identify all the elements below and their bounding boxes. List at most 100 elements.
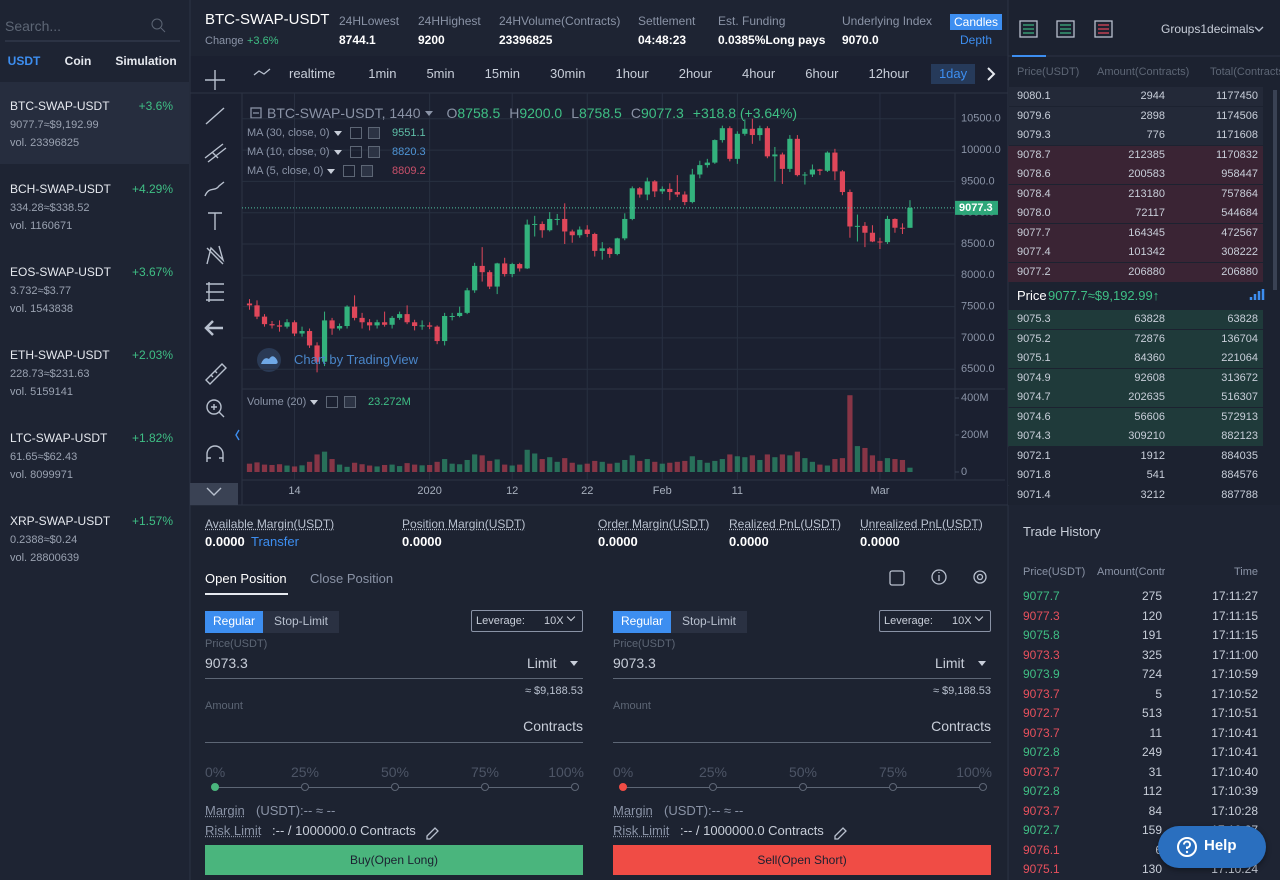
order-tab[interactable]: Stop-Limit: [671, 611, 747, 633]
calculator-icon[interactable]: [889, 570, 905, 586]
position-tab[interactable]: Open Position: [205, 571, 287, 586]
order-tab[interactable]: Stop-Limit: [263, 611, 339, 633]
study-caret[interactable]: [333, 149, 342, 155]
edit-icon[interactable]: [834, 827, 847, 840]
order-type-caret[interactable]: [570, 661, 578, 666]
measure-tool[interactable]: [205, 363, 227, 385]
price-input[interactable]: 9073.3: [613, 655, 656, 671]
back-tool[interactable]: [204, 320, 223, 336]
book-total[interactable]: 136704: [1221, 332, 1258, 345]
book-amount[interactable]: 164345: [1128, 226, 1165, 239]
order-tab[interactable]: Regular: [613, 611, 671, 633]
book-amount[interactable]: 84360: [1134, 352, 1165, 365]
book-total[interactable]: 572913: [1221, 410, 1258, 423]
book-total[interactable]: 313672: [1221, 371, 1258, 384]
slider-dot[interactable]: [571, 783, 579, 791]
order-button[interactable]: Buy(Open Long): [205, 845, 583, 875]
interval-option[interactable]: realtime: [289, 66, 336, 81]
book-price[interactable]: 9079.6: [1017, 109, 1051, 122]
book-price[interactable]: 9074.6: [1017, 410, 1051, 423]
book-price[interactable]: 9075.3: [1017, 313, 1051, 325]
book-price[interactable]: 9078.7: [1017, 148, 1051, 161]
book-total[interactable]: 884035: [1221, 449, 1258, 462]
book-price[interactable]: 9077.4: [1017, 246, 1051, 259]
layout-icon[interactable]: [1023, 24, 1034, 34]
book-total[interactable]: 958447: [1221, 168, 1258, 181]
book-total[interactable]: 308222: [1221, 246, 1258, 259]
book-price[interactable]: 9074.7: [1017, 391, 1051, 404]
slider-dot[interactable]: [619, 783, 627, 791]
text-tool[interactable]: [208, 212, 222, 230]
book-total[interactable]: 206880: [1221, 265, 1258, 278]
slider-dot[interactable]: [211, 783, 219, 791]
book-price[interactable]: 9077.2: [1017, 265, 1051, 278]
slider-dot[interactable]: [391, 783, 399, 791]
interval-option[interactable]: 30min: [550, 66, 586, 81]
book-price[interactable]: 9078.0: [1017, 207, 1051, 220]
study-remove[interactable]: [344, 396, 357, 408]
slider-dot[interactable]: [481, 783, 489, 791]
slider-dot[interactable]: [301, 783, 309, 791]
leverage-select[interactable]: Leverage: 10X: [471, 610, 583, 632]
study-settings[interactable]: [326, 396, 339, 408]
interval-option[interactable]: 15min: [484, 66, 521, 81]
book-amount[interactable]: 101342: [1128, 246, 1165, 259]
book-amount[interactable]: 206880: [1128, 265, 1165, 278]
book-price[interactable]: 9071.8: [1017, 469, 1051, 482]
order-button[interactable]: Sell(Open Short): [613, 845, 991, 875]
search-input[interactable]: Search...: [5, 18, 62, 34]
market-tab[interactable]: Coin: [64, 54, 92, 68]
fib-tool[interactable]: [204, 143, 227, 163]
order-type[interactable]: Limit: [935, 655, 965, 671]
book-amount[interactable]: 213180: [1128, 187, 1165, 200]
amount-unit[interactable]: Contracts: [523, 718, 583, 734]
book-amount[interactable]: 2898: [1140, 109, 1165, 122]
magnet-tool[interactable]: [206, 445, 224, 462]
market-item[interactable]: LTC-SWAP-USDT +1.82% 61.65≈$62.43 vol. 8099…: [0, 414, 189, 496]
position-tab[interactable]: Close Position: [310, 571, 394, 586]
slider-dot[interactable]: [799, 783, 807, 791]
layout-icon[interactable]: [1094, 20, 1113, 38]
interval-option[interactable]: 1min: [368, 66, 397, 81]
study-remove[interactable]: [367, 146, 380, 158]
interval-option[interactable]: 6hour: [805, 66, 839, 81]
legend-caret[interactable]: [424, 110, 433, 116]
book-price[interactable]: 9072.1: [1017, 449, 1051, 462]
study-caret[interactable]: [327, 168, 336, 174]
book-price[interactable]: 9074.3: [1017, 430, 1051, 443]
book-amount[interactable]: 541: [1146, 469, 1165, 482]
market-item[interactable]: XRP-SWAP-USDT +1.57% 0.2388≈$0.24 vol. 2880…: [0, 497, 189, 579]
book-total[interactable]: 882123: [1221, 430, 1258, 443]
book-total[interactable]: 1170832: [1215, 148, 1258, 161]
book-amount[interactable]: 309210: [1128, 430, 1165, 443]
book-amount[interactable]: 63828: [1134, 313, 1165, 325]
book-price[interactable]: 9078.6: [1017, 168, 1051, 181]
view-button[interactable]: Candles: [950, 14, 1003, 30]
book-amount[interactable]: 2944: [1140, 90, 1165, 102]
book-price[interactable]: 9079.3: [1017, 129, 1051, 142]
market-item[interactable]: ETH-SWAP-USDT +2.03% 228.73≈$231.63 vol. 51…: [0, 331, 189, 413]
book-total[interactable]: 63828: [1227, 313, 1258, 325]
book-total[interactable]: 884576: [1221, 469, 1258, 482]
edit-icon[interactable]: [426, 827, 439, 840]
book-total[interactable]: 1174506: [1215, 109, 1258, 122]
more-tools[interactable]: [206, 487, 222, 496]
interval-option[interactable]: 5min: [426, 66, 455, 81]
interval-option[interactable]: 12hour: [868, 66, 909, 81]
order-tab[interactable]: Regular: [205, 611, 263, 633]
study-remove[interactable]: [367, 127, 380, 139]
book-amount[interactable]: 202635: [1128, 391, 1165, 404]
order-type[interactable]: Limit: [527, 655, 557, 671]
book-amount[interactable]: 200583: [1128, 168, 1165, 181]
interval-option[interactable]: 1hour: [615, 66, 649, 81]
settings-icon[interactable]: [973, 570, 987, 584]
study-settings[interactable]: [349, 127, 362, 139]
order-type-caret[interactable]: [978, 661, 986, 666]
book-amount[interactable]: 212385: [1128, 148, 1165, 161]
settings-icon[interactable]: [976, 573, 984, 581]
book-total[interactable]: 757864: [1221, 187, 1258, 200]
projection-tool[interactable]: [206, 282, 224, 302]
book-price[interactable]: 9075.2: [1017, 332, 1051, 345]
crosshair-tool[interactable]: [205, 70, 225, 90]
pattern-tool[interactable]: [206, 245, 225, 265]
